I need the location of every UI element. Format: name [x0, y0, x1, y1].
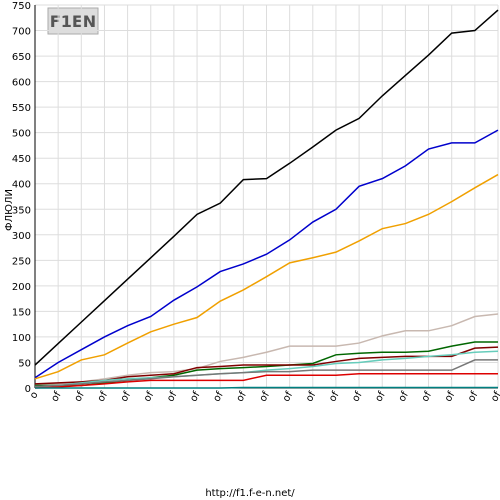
series-line [35, 386, 498, 389]
y-axis-title: ФЛЮЛИ [4, 189, 15, 231]
x-tick-label: of [188, 390, 203, 404]
x-tick-label: of [73, 390, 88, 404]
x-tick-label: of [281, 390, 296, 404]
y-tick-label: 250 [12, 256, 31, 267]
x-tick-label: of [142, 390, 157, 404]
y-tick-label: 750 [12, 1, 31, 12]
x-tick-label: of [327, 390, 342, 404]
y-tick-label: 600 [12, 78, 31, 89]
y-tick-label: 150 [12, 307, 31, 318]
x-tick-label: of [466, 390, 481, 404]
y-tick-label: 700 [12, 27, 31, 38]
y-tick-label: 450 [12, 154, 31, 165]
series-line [34, 173, 499, 380]
y-tick-label: 400 [12, 180, 31, 191]
x-tick-label: of [258, 390, 273, 404]
x-tick-label: of [304, 390, 319, 404]
footer: http://f1.f-e-n.net/ [205, 488, 295, 499]
y-tick-label: 550 [12, 103, 31, 114]
x-tick-label: o [28, 390, 41, 401]
y-tick-label: 350 [12, 205, 31, 216]
x-tick-label: of [211, 390, 226, 404]
x-tick-label: of [397, 390, 412, 404]
x-tick-label: of [443, 390, 458, 404]
x-tick-label: of [96, 390, 111, 404]
x-tick-label: of [165, 390, 180, 404]
logo-box [47, 7, 99, 35]
y-tick-label: 300 [12, 231, 31, 242]
x-tick-label: of [235, 390, 250, 404]
series-line [34, 372, 498, 389]
series-line [34, 129, 499, 379]
series-line [34, 9, 499, 366]
series-line [34, 313, 499, 387]
y-tick-label: 200 [12, 282, 31, 293]
y-tick-label: 500 [12, 129, 31, 140]
y-tick-label: 100 [12, 333, 31, 344]
series-line [34, 359, 498, 388]
x-tick-label: of [49, 390, 64, 404]
y-tick-label: 650 [12, 52, 31, 63]
x-tick-label: of [374, 390, 389, 404]
series-line [34, 350, 499, 388]
y-tick-label: 50 [18, 358, 31, 369]
x-tick-label: of [420, 390, 435, 404]
x-tick-label: of [119, 390, 134, 404]
logo: F1EN [50, 12, 96, 31]
y-tick-label: 0 [25, 384, 31, 395]
x-tick-label: of [489, 390, 500, 404]
x-tick-label: of [350, 390, 365, 404]
